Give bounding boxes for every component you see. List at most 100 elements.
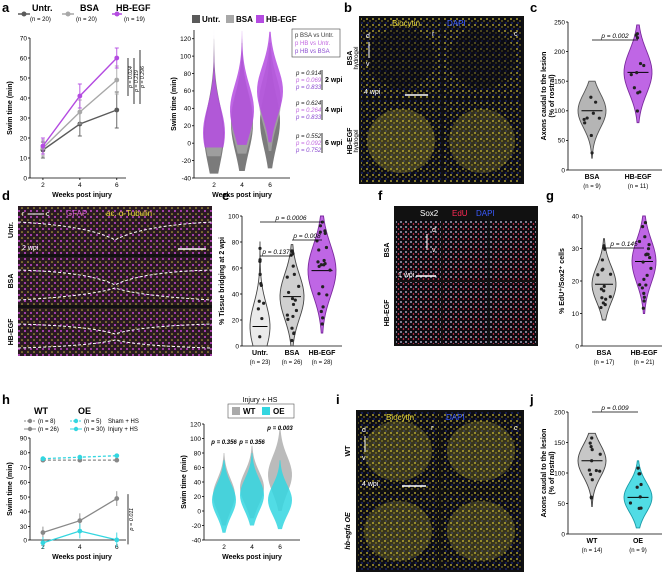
e-point (320, 322, 324, 326)
h-y-tick-label: 60 (20, 480, 28, 487)
h2-pvalue: p = 0.356 (238, 440, 265, 446)
panel-label-a: a (2, 0, 10, 15)
g-point (596, 273, 600, 277)
h-y-tick-label: 30 (20, 524, 28, 531)
a2-pvalue-w6: p = 0.752 (295, 148, 322, 154)
e-point (258, 246, 262, 250)
h-n4: (n = 30) (84, 427, 105, 433)
h-y-axis-label: Swim time (min) (7, 462, 14, 516)
a-y-tick-label: 20 (20, 135, 28, 142)
c-point (583, 121, 587, 125)
c-point (582, 117, 586, 122)
e-point (324, 245, 329, 250)
j-y-tick-label: 100 (554, 470, 565, 477)
h-n1: (n = 8) (38, 419, 56, 425)
e-point (292, 331, 296, 335)
legend-untr-n: (n = 20) (30, 17, 51, 23)
panel-label-f: f (378, 188, 383, 203)
g-point (643, 221, 648, 225)
h2-y-tick-label: 60 (194, 465, 202, 472)
f-title-dapi: DAPI (476, 209, 495, 218)
g-point (601, 267, 605, 271)
legend-hb: HB-EGF (116, 3, 151, 13)
e-point (292, 272, 296, 276)
g-point (642, 291, 646, 295)
j-point (637, 506, 641, 510)
j-sig-label: p = 0.009 (600, 405, 629, 412)
h2-x-tick-label: 6 (278, 544, 282, 551)
j-point (589, 496, 594, 500)
g-x-label: BSA (597, 350, 612, 357)
panel-j-chart: 0 50 100 150 200 Axons caudal to the lesion (%… (541, 405, 662, 554)
h-data-point (114, 537, 120, 543)
e-y-tick-label: 80 (232, 239, 240, 246)
g-point (602, 289, 606, 293)
e-violin-Untr. (249, 241, 271, 347)
g-point (641, 225, 645, 229)
e-x-label: BSA (285, 350, 300, 357)
legend2-bsa: BSA (236, 15, 253, 24)
a2-y-tick-label: 60 (184, 88, 192, 95)
c-point (635, 71, 639, 75)
d-title-tubulin: ac. α-Tubulin (106, 209, 152, 218)
g-point (603, 247, 607, 251)
h2-y-axis-label: Swim time (min) (181, 455, 188, 509)
e-point (258, 272, 262, 276)
b-row2a: HB-EGF (347, 127, 354, 155)
e-point (290, 326, 294, 330)
a2-y-tick-label: 0 (187, 140, 191, 147)
b-r: r (432, 31, 435, 38)
c-point (590, 151, 594, 155)
panel-c-chart: 0 50 100 150 200 250 Axons caudal to the lesio… (541, 19, 662, 190)
g-point (643, 235, 647, 239)
e-point (286, 317, 290, 322)
h-y-tick-label: 80 (20, 450, 28, 457)
b-row2b: hydrogel (354, 129, 360, 152)
legend2-hb: HB-EGF (266, 15, 297, 24)
f-wpi: 1 wpi (398, 272, 415, 279)
j-point (589, 472, 593, 476)
c-point (638, 61, 643, 66)
panel-h2-violin-chart: -40 -20 0 20 40 60 80 100 120 Swim time (min) 2 4 6 W… (181, 421, 300, 561)
a2-pvalue-w6: p = 0.552 (295, 134, 322, 140)
e-point (317, 292, 321, 296)
d-row1: Untr. (8, 222, 15, 238)
e-violin-HB-EGF (307, 215, 337, 334)
a-data-point (114, 55, 120, 61)
a2-y-tick-label: -40 (182, 175, 192, 182)
h2-violin-OE (268, 460, 292, 530)
a2-y-tick-label: -20 (182, 158, 192, 165)
g-point (600, 258, 605, 262)
b-v: v (366, 61, 370, 68)
j-x-label: WT (587, 538, 599, 545)
j-point (587, 468, 591, 472)
e-y-tick-label: 60 (232, 265, 240, 272)
e-point (322, 263, 326, 267)
a-data-point (40, 143, 46, 149)
c-point (629, 72, 633, 77)
a-y-tick-label: 40 (20, 95, 28, 102)
e-violin-BSA (279, 244, 305, 347)
e-point (294, 308, 299, 313)
panel-label-d: d (2, 188, 10, 203)
a2-pvalue-w4: p = 0.264 (295, 108, 322, 114)
i-title-dapi: DAPI (446, 413, 465, 422)
h2-violin-OE (240, 453, 264, 526)
a2-x-axis-label: Weeks post injury (212, 192, 272, 199)
panel-label-e: e (222, 188, 229, 203)
panel-a2-legend: Untr. BSA HB-EGF (192, 15, 297, 24)
c-violin-HB-EGF (623, 24, 653, 124)
g-point (608, 272, 613, 276)
j-point (639, 482, 643, 487)
a2-y-tick-label: 40 (184, 106, 192, 113)
i-wpi: 4 wpi (362, 481, 379, 488)
c-point (591, 111, 595, 115)
a2-x-tick-label: 2 (212, 182, 216, 189)
e-point (285, 275, 289, 279)
a-y-tick-label: 70 (20, 35, 28, 42)
a-y-tick-label: 10 (20, 155, 28, 162)
e-sig-label: p = 0.008 (292, 233, 321, 240)
c-y-tick-label: 100 (554, 108, 565, 115)
g-point (604, 297, 608, 301)
j-point (588, 441, 592, 445)
